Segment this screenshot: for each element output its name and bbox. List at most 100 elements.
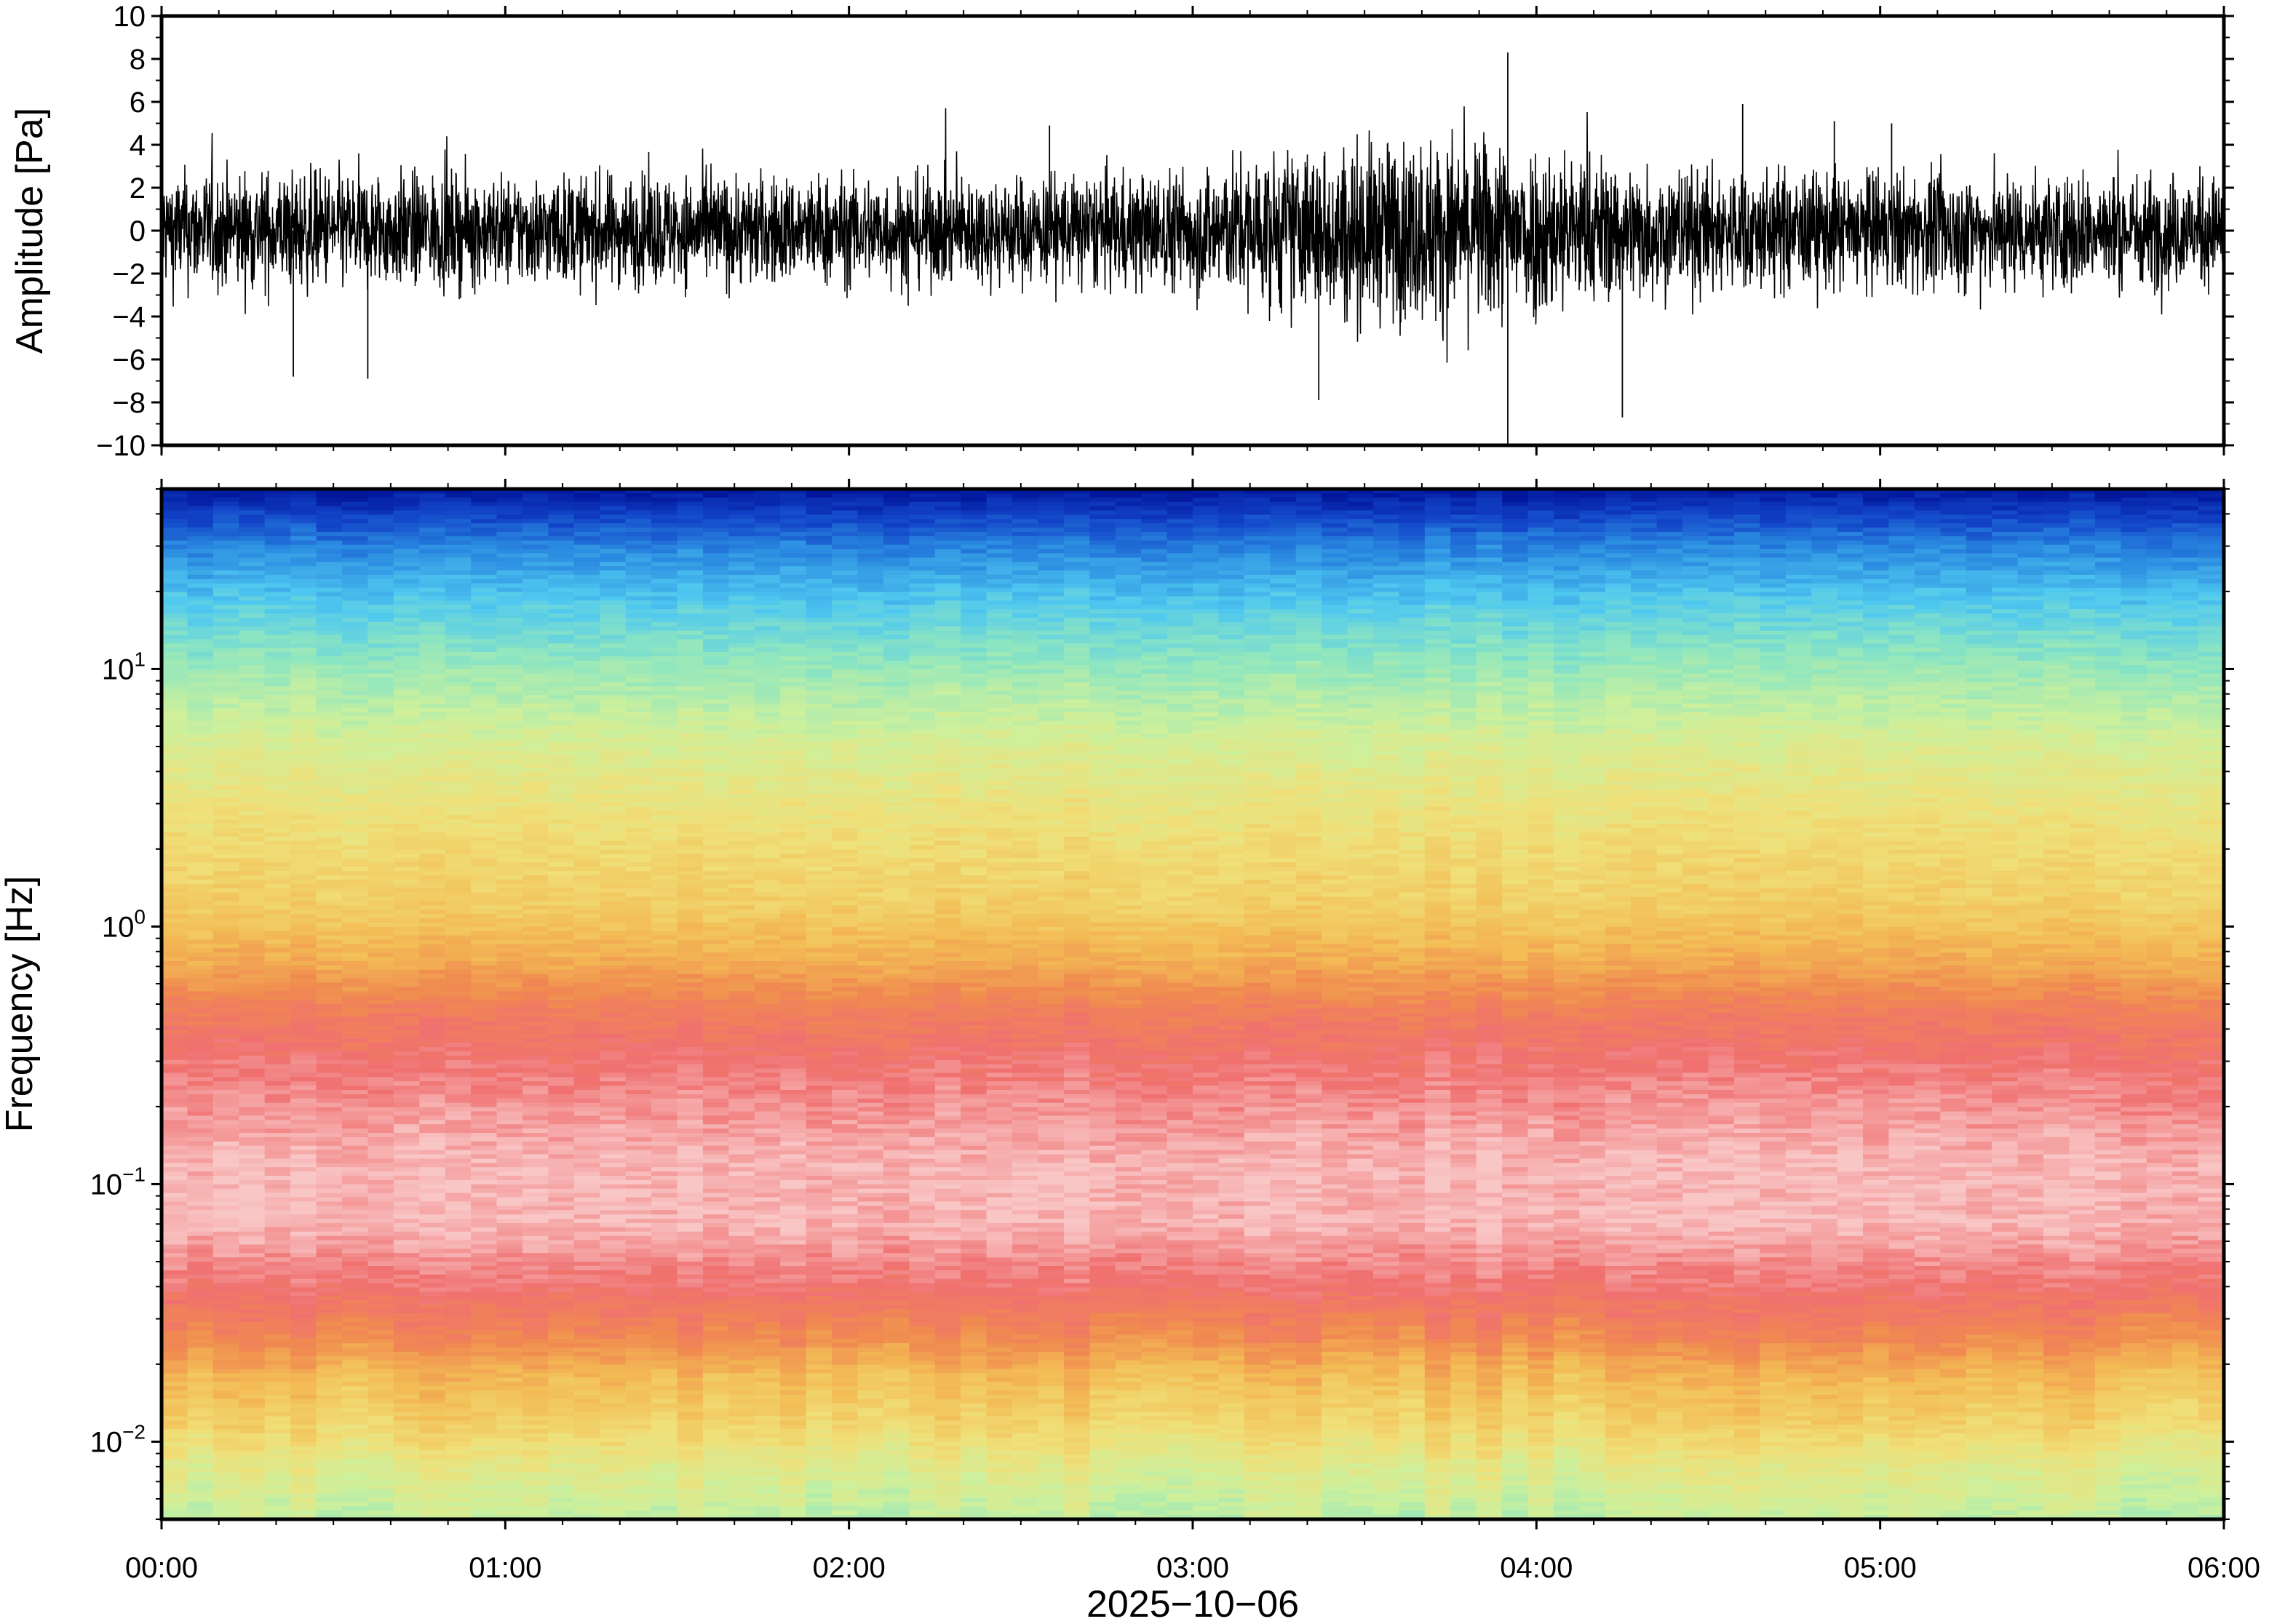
- spectrogram-cell: [367, 840, 394, 846]
- spectrogram-cell: [600, 634, 627, 640]
- spectrogram-cell: [187, 652, 214, 657]
- spectrogram-cell: [573, 575, 601, 580]
- spectrogram-cell: [573, 832, 601, 837]
- spectrogram-cell: [419, 1163, 446, 1168]
- spectrogram-cell: [445, 716, 472, 722]
- spectrogram-cell: [522, 1004, 549, 1009]
- spectrogram-cell: [522, 501, 549, 507]
- spectrogram-cell: [625, 1265, 652, 1271]
- spectrogram-cell: [651, 1210, 678, 1215]
- spectrogram-cell: [496, 1249, 523, 1254]
- spectrogram-cell: [600, 1403, 627, 1409]
- spectrogram-column: [264, 489, 291, 1520]
- spectrogram-cell: [290, 1038, 317, 1043]
- spectrogram-cell: [496, 1257, 523, 1262]
- spectrogram-cell: [600, 1064, 627, 1070]
- spectrogram-cell: [548, 918, 575, 923]
- spectrogram-cell: [573, 1214, 601, 1219]
- spectrogram-cell: [187, 755, 214, 760]
- spectrogram-cell: [162, 948, 188, 953]
- spectrogram-cell: [290, 1064, 317, 1070]
- spectrogram-cell: [316, 853, 343, 859]
- spectrogram-cell: [600, 957, 627, 962]
- spectrogram-cell: [445, 1317, 472, 1323]
- spectrogram-cell: [419, 1360, 446, 1366]
- spectrogram-cell: [239, 1163, 266, 1168]
- spectrogram-cell: [187, 1450, 214, 1456]
- spectrogram-cell: [419, 991, 446, 996]
- spectrogram-cell: [651, 562, 678, 567]
- spectrogram-cell: [367, 578, 394, 584]
- spectrogram-cell: [187, 750, 214, 756]
- spectrogram-cell: [341, 811, 369, 816]
- spectrogram-cell: [677, 583, 704, 589]
- spectrogram-cell: [496, 1150, 523, 1155]
- spectrogram-cell: [625, 613, 652, 618]
- spectrogram-cell: [496, 720, 523, 726]
- spectrogram-cell: [341, 1129, 369, 1134]
- spectrogram-cell: [290, 523, 317, 528]
- spectrogram-cell: [625, 1145, 652, 1151]
- spectrogram-cell: [290, 1124, 317, 1129]
- spectrogram-cell: [445, 935, 472, 941]
- spectrogram-cell: [341, 1291, 369, 1297]
- spectrogram-cell: [419, 1171, 446, 1177]
- spectrogram-cell: [239, 1450, 266, 1456]
- spectrogram-cell: [341, 1214, 369, 1219]
- spectrogram-cell: [239, 1214, 266, 1219]
- spectrogram-cell: [316, 1137, 343, 1142]
- spectrogram-cell: [625, 1025, 652, 1031]
- spectrogram-cell: [290, 905, 317, 910]
- spectrogram-cell: [600, 948, 627, 953]
- spectrogram-cell: [625, 1420, 652, 1425]
- spectrogram-cell: [162, 1515, 188, 1520]
- spectrogram-cell: [625, 742, 652, 747]
- spectrogram-cell: [212, 768, 240, 773]
- spectrogram-cell: [471, 918, 498, 923]
- spectrogram-cell: [162, 1072, 188, 1078]
- spectrogram-cell: [445, 759, 472, 765]
- spectrogram-cell: [341, 570, 369, 576]
- spectrogram-cell: [600, 824, 627, 829]
- spectrogram-cell: [445, 845, 472, 851]
- spectrogram-cell: [625, 1321, 652, 1327]
- spectrogram-cell: [393, 1171, 421, 1177]
- spectrogram-column: [212, 489, 240, 1520]
- spectrogram-cell: [471, 1497, 498, 1503]
- spectrogram-cell: [419, 1369, 446, 1374]
- spectrogram-cell: [496, 664, 523, 670]
- spectrogram-cell: [290, 1326, 317, 1332]
- spectrogram-cell: [419, 673, 446, 679]
- spectrogram-cell: [187, 896, 214, 902]
- spectrogram-cell: [316, 1214, 343, 1219]
- spectrogram-cell: [496, 871, 523, 876]
- spectrogram-cell: [496, 974, 523, 979]
- spectrogram-cell: [316, 1235, 343, 1241]
- spectrogram-cell: [264, 1012, 291, 1018]
- spectrogram-cell: [239, 621, 266, 627]
- spectrogram-cell: [341, 892, 369, 898]
- spectrogram-cell: [548, 1240, 575, 1246]
- spectrogram-cell: [651, 987, 678, 992]
- spectrogram-cell: [677, 489, 704, 494]
- spectrogram-cell: [367, 763, 394, 769]
- spectrogram-cell: [651, 528, 678, 533]
- spectrogram-cell: [522, 836, 549, 842]
- spectrogram-cell: [573, 1034, 601, 1039]
- spectrogram-cell: [600, 1077, 627, 1082]
- spectrogram-cell: [471, 1493, 498, 1499]
- spectrogram-cell: [471, 1334, 498, 1340]
- spectrogram-cell: [573, 1308, 601, 1314]
- spectrogram-cell: [187, 892, 214, 898]
- spectrogram-cell: [573, 712, 601, 717]
- spectrogram-cell: [522, 1154, 549, 1160]
- spectrogram-cell: [445, 540, 472, 546]
- spectrogram-cell: [290, 1377, 317, 1382]
- spectrogram-cell: [522, 905, 549, 910]
- spectrogram-cell: [367, 699, 394, 704]
- spectrogram-cell: [212, 1283, 240, 1289]
- spectrogram-cell: [522, 707, 549, 713]
- spectrogram-cell: [445, 493, 472, 498]
- spectrogram-cell: [548, 849, 575, 855]
- spectrogram-cell: [651, 1330, 678, 1336]
